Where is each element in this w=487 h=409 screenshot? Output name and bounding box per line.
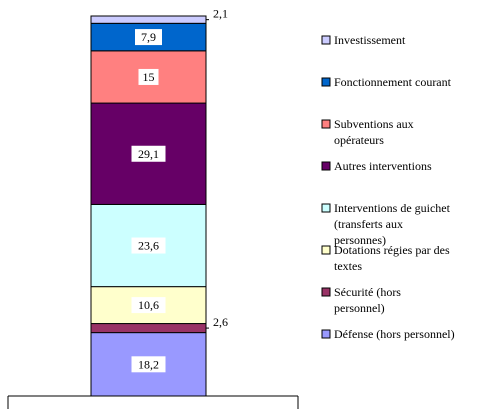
- data-label: 15: [143, 70, 155, 84]
- data-label-box: [131, 297, 166, 314]
- data-label: 2,1: [213, 7, 228, 21]
- legend-label: Investissement: [334, 33, 406, 47]
- legend-swatch: [321, 161, 331, 171]
- legend-swatch: [321, 287, 331, 297]
- chart-legend: Investissement Fonctionnement courant Subv…: [321, 33, 455, 341]
- legend-label: Subventions aux opérateurs: [334, 117, 414, 147]
- data-label: 18,2: [138, 357, 159, 371]
- bar-segment: [90, 15, 207, 24]
- legend-swatch: [321, 77, 331, 87]
- legend-swatch: [321, 245, 331, 255]
- legend-label: Fonctionnement courant: [334, 75, 452, 89]
- data-label: 2,6: [213, 315, 228, 329]
- bar-segment: [90, 323, 207, 334]
- data-label-box: [131, 145, 166, 162]
- legend-swatch: [321, 35, 331, 45]
- data-label-box: [138, 68, 159, 85]
- data-label: 7,9: [141, 30, 156, 44]
- legend-label: Dotations régies par des textes: [334, 243, 450, 273]
- legend-label: Autres interventions: [334, 159, 432, 173]
- legend-swatch: [321, 329, 331, 339]
- data-label-box: [135, 29, 162, 46]
- data-label-box: [131, 237, 166, 254]
- data-label: 29,1: [138, 147, 159, 161]
- data-label-box: [131, 356, 166, 373]
- legend-swatch: [321, 119, 331, 129]
- legend-label: Sécurité (hors personnel): [334, 285, 401, 315]
- legend-label: Interventions de guichet (transferts aux p…: [334, 201, 451, 247]
- data-label: 23,6: [138, 239, 159, 253]
- data-label: 10,6: [138, 298, 159, 312]
- legend-label: Défense (hors personnel): [334, 327, 455, 341]
- legend-swatch: [321, 203, 331, 213]
